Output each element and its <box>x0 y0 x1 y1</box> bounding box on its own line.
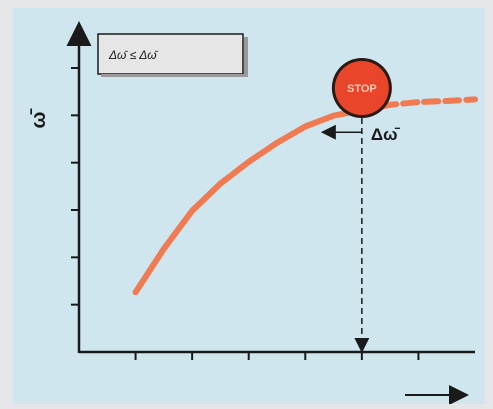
chart-svg: ω̄ Δω̄ ≤ Δω̄ Δω̄ STOP <box>28 21 478 405</box>
y-ticks <box>71 67 79 306</box>
delta-label: Δω̄ <box>371 125 401 144</box>
x-ticks <box>134 352 420 360</box>
chart-panel: ω̄ Δω̄ ≤ Δω̄ Δω̄ STOP <box>11 8 486 405</box>
legend-box: Δω̄ ≤ Δω̄ <box>97 33 248 77</box>
stop-sign-icon: STOP <box>331 58 392 118</box>
y-axis-label: ω̄ <box>28 109 50 129</box>
stop-sign-text: STOP <box>347 83 377 95</box>
series-line-solid <box>132 107 365 296</box>
legend-text: Δω̄ ≤ Δω̄ <box>108 48 159 62</box>
